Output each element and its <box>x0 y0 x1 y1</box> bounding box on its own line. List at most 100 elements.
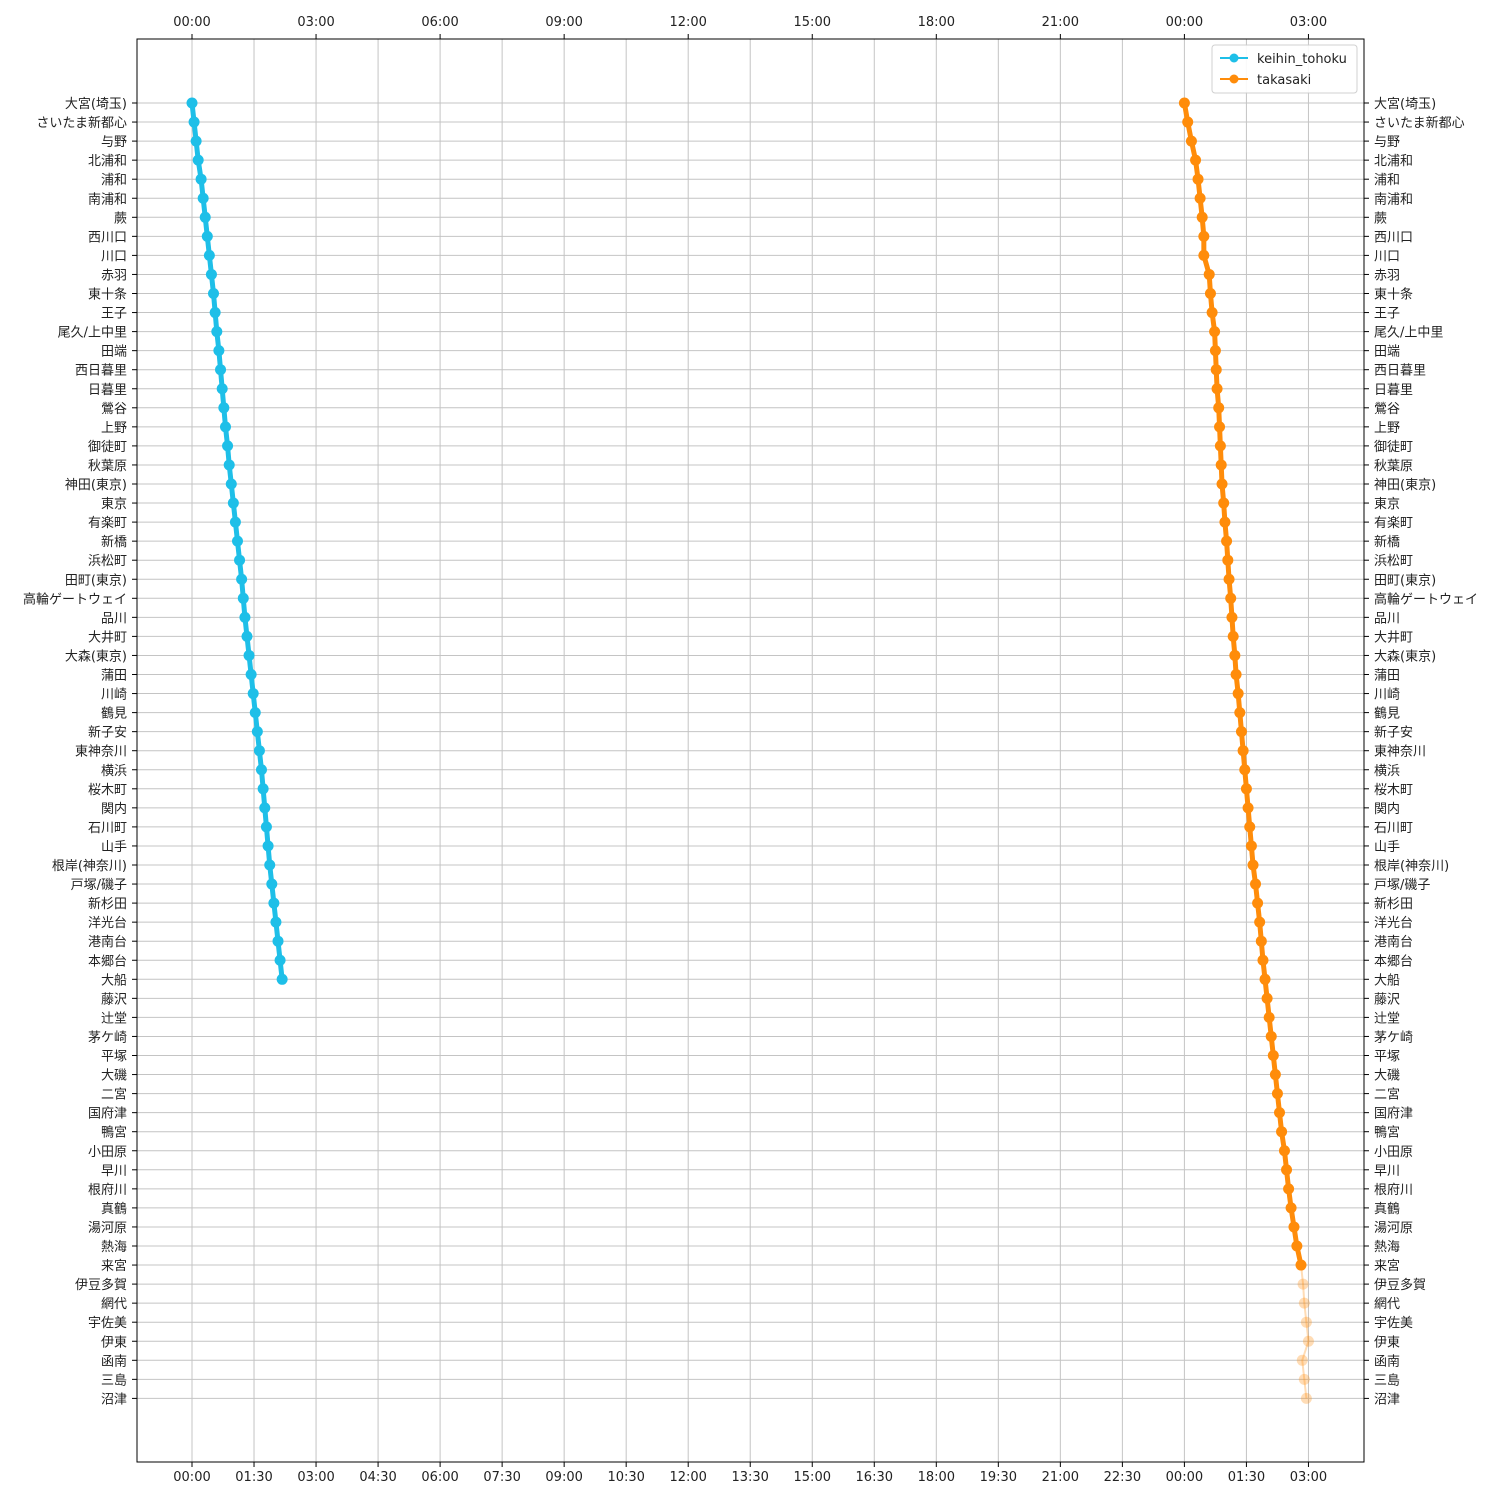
station-label-left: 本郷台 <box>88 954 127 969</box>
time-label-bottom: 10:30 <box>607 1470 644 1485</box>
data-point <box>276 973 288 985</box>
time-label-top: 21:00 <box>1042 15 1079 30</box>
data-point <box>1296 1354 1308 1366</box>
station-label-right: 真鶴 <box>1374 1201 1400 1217</box>
station-label-left: 来宮 <box>101 1258 127 1274</box>
station-label-right: 東十条 <box>1374 287 1413 303</box>
time-label-top: 12:00 <box>669 15 706 30</box>
data-point <box>1214 421 1226 433</box>
station-label-right: 鶴見 <box>1374 706 1400 722</box>
station-label-right: 本郷台 <box>1374 954 1413 969</box>
station-label-left: 三島 <box>101 1373 127 1388</box>
data-point <box>241 630 253 642</box>
station-label-right: 大船 <box>1374 973 1400 988</box>
station-label-right: 浜松町 <box>1374 554 1413 569</box>
station-label-left: 国府津 <box>88 1107 127 1122</box>
station-label-left: 港南台 <box>88 934 127 950</box>
station-label-right: 田町(東京) <box>1374 572 1436 588</box>
station-label-right: 尾久/上中里 <box>1374 326 1443 341</box>
station-label-left: 王子 <box>101 307 127 322</box>
time-label-bottom: 09:00 <box>545 1470 582 1485</box>
data-point <box>1257 954 1269 966</box>
data-point <box>1203 268 1215 280</box>
data-point <box>1221 535 1233 547</box>
time-label-bottom: 07:30 <box>483 1470 520 1485</box>
data-point <box>1285 1202 1297 1214</box>
time-label-bottom: 00:00 <box>173 1470 210 1485</box>
station-label-right: 伊豆多賀 <box>1374 1277 1426 1293</box>
data-point <box>1232 688 1244 700</box>
data-point <box>192 154 204 166</box>
station-label-right: 南浦和 <box>1374 191 1413 207</box>
data-point <box>1219 516 1231 528</box>
station-label-right: 大宮(埼玉) <box>1374 96 1436 112</box>
data-point <box>1182 116 1194 128</box>
station-label-right: 川崎 <box>1374 688 1400 703</box>
data-point <box>268 897 280 909</box>
data-point <box>1295 1259 1307 1271</box>
station-label-left: 浦和 <box>101 173 127 188</box>
data-point <box>215 364 227 376</box>
data-point <box>186 97 198 109</box>
station-label-right: 東神奈川 <box>1374 744 1426 760</box>
station-label-right: 関内 <box>1374 801 1400 817</box>
station-label-left: 新杉田 <box>88 896 127 912</box>
station-label-left: さいたま新都心 <box>36 115 127 131</box>
data-point <box>211 326 223 338</box>
station-label-left: 東十条 <box>88 287 127 303</box>
station-label-right: 有楽町 <box>1374 515 1413 531</box>
data-point <box>1218 497 1230 509</box>
data-point <box>272 935 284 947</box>
station-label-left: 伊豆多賀 <box>75 1277 127 1293</box>
data-point <box>1298 1373 1310 1385</box>
station-label-left: 戸塚/磯子 <box>71 878 127 893</box>
station-label-right: 大磯 <box>1374 1069 1400 1084</box>
station-label-left: 新子安 <box>88 725 127 741</box>
station-label-left: 田端 <box>101 345 127 360</box>
time-label-top: 06:00 <box>421 15 458 30</box>
data-point <box>1196 211 1208 223</box>
data-point <box>255 764 267 776</box>
data-point <box>201 230 213 242</box>
station-label-right: 赤羽 <box>1374 268 1400 283</box>
station-label-right: 新杉田 <box>1374 896 1413 912</box>
station-label-left: 高輪ゲートウェイ <box>23 591 127 607</box>
station-label-right: 根岸(神奈川) <box>1374 859 1449 874</box>
station-label-left: 浜松町 <box>88 554 127 569</box>
station-label-right: 新橋 <box>1374 534 1400 550</box>
data-point <box>1244 821 1256 833</box>
station-label-right: 与野 <box>1374 135 1400 150</box>
time-label-top: 18:00 <box>918 15 955 30</box>
data-point <box>208 288 220 299</box>
data-point <box>213 345 225 357</box>
time-label-bottom: 16:30 <box>856 1470 893 1485</box>
station-label-right: 蕨 <box>1374 211 1387 226</box>
data-point <box>1297 1278 1309 1290</box>
data-point <box>1209 326 1221 338</box>
data-point <box>236 573 248 585</box>
station-label-left: 函南 <box>101 1353 127 1369</box>
station-label-right: 日暮里 <box>1374 383 1413 398</box>
data-point <box>1247 859 1259 871</box>
data-point <box>1263 1011 1275 1023</box>
station-label-left: 御徒町 <box>88 440 127 455</box>
data-point <box>1271 1088 1283 1100</box>
station-label-left: 田町(東京) <box>65 572 127 588</box>
station-label-left: 横浜 <box>101 764 127 779</box>
data-point <box>1302 1335 1314 1347</box>
data-point <box>1223 573 1235 585</box>
legend-swatch-marker <box>1229 74 1239 84</box>
data-point <box>1225 592 1237 604</box>
station-label-right: 川口 <box>1374 249 1400 264</box>
data-point <box>1261 992 1273 1004</box>
station-label-left: 茅ケ崎 <box>88 1030 127 1045</box>
data-point <box>1288 1221 1300 1233</box>
data-point <box>1291 1240 1303 1252</box>
data-point <box>1222 554 1234 566</box>
data-point <box>1226 611 1238 623</box>
time-label-top: 03:00 <box>1290 15 1327 30</box>
data-point <box>1278 1145 1290 1157</box>
station-label-right: 高輪ゲートウェイ <box>1374 591 1478 607</box>
station-label-right: 三島 <box>1374 1373 1400 1388</box>
